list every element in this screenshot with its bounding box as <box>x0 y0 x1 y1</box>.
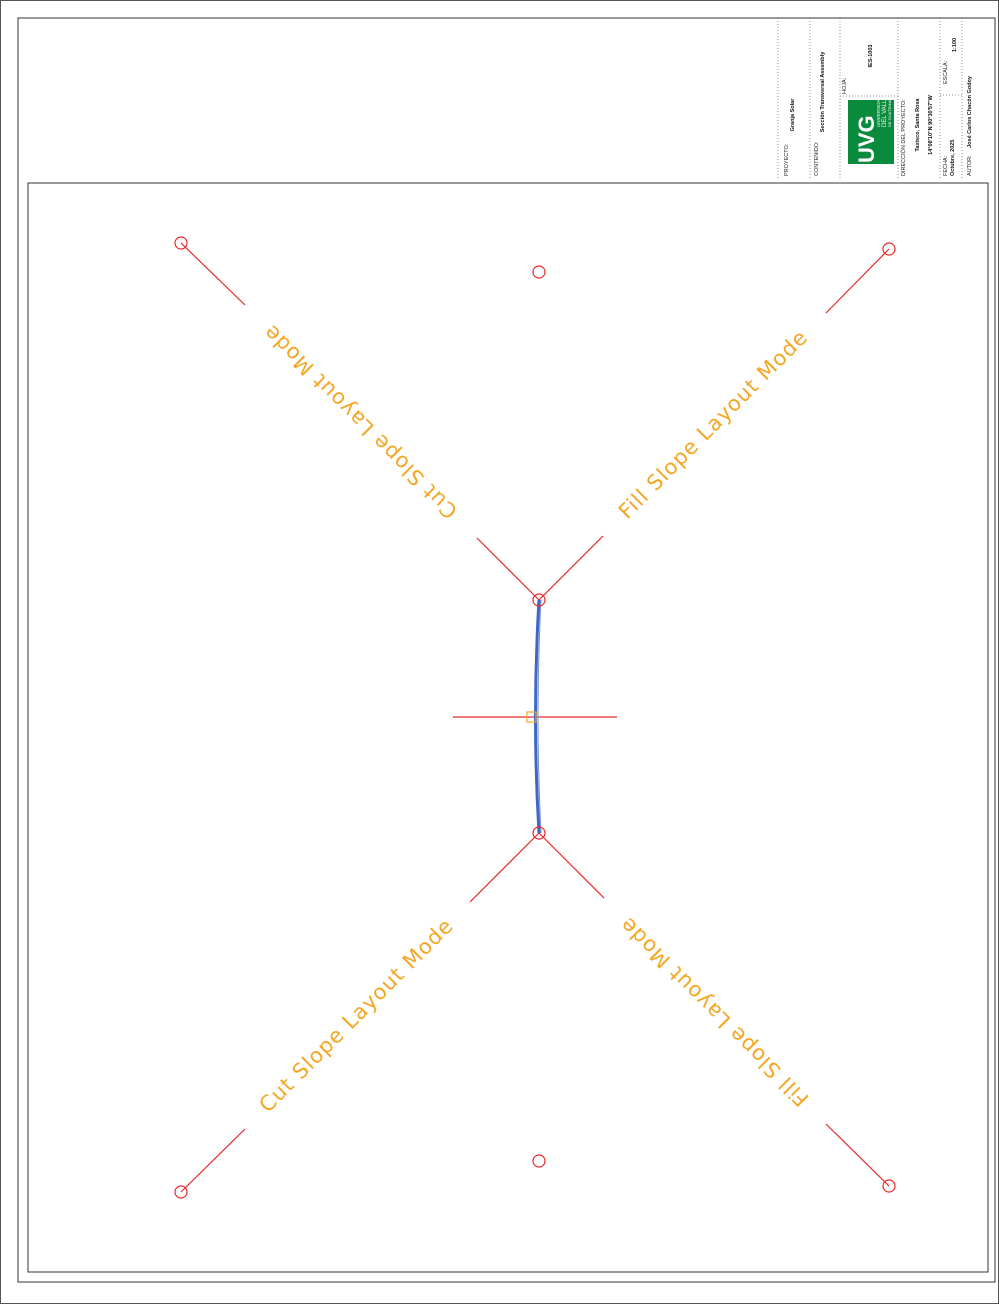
logo <box>848 100 894 164</box>
title-block: PROYECTO: Granja Solar CONTENIDO: Secció… <box>777 18 973 180</box>
slope-line <box>538 832 605 899</box>
value: 1:100 <box>952 38 958 52</box>
value: 14°08'10"N 90°30'57"W <box>928 94 934 154</box>
outer-frame <box>17 17 996 1283</box>
assembly-origin <box>526 711 537 723</box>
value: Octubre, 2025 <box>950 140 956 176</box>
value: Granja Solar <box>790 98 796 132</box>
subassembly-edge <box>537 599 542 834</box>
point <box>174 1185 188 1199</box>
logo-subtext: DEL VALLE <box>882 96 888 127</box>
point <box>532 265 546 279</box>
label: ESCALA: <box>943 60 949 84</box>
slope-line <box>476 537 540 601</box>
point <box>882 1179 896 1193</box>
label: CONTENIDO: <box>814 141 820 176</box>
point <box>174 236 188 250</box>
label: PROYECTO: <box>784 143 790 176</box>
point <box>532 826 546 840</box>
logo-text: UVG <box>854 115 879 163</box>
slope-line <box>825 1123 890 1187</box>
slope-line <box>825 248 890 314</box>
label: AUTOR: <box>967 155 973 176</box>
value: Sección Transversal Assembly <box>820 51 826 132</box>
logo-subtext: DE GUATEMALA <box>887 96 892 127</box>
value: José Carlos Chacón Godoy <box>967 75 973 148</box>
label: DIRECCIÓN DEL PROYECTO: <box>900 99 907 176</box>
value: IES-1003 <box>868 45 874 68</box>
slope-line <box>180 242 246 306</box>
label: HOJA: <box>842 77 848 94</box>
slope-line <box>469 832 540 903</box>
point <box>532 1154 546 1168</box>
slope-line <box>538 535 604 601</box>
logo-subtext: UNIVERSIDAD <box>876 95 881 127</box>
inner-frame <box>27 182 989 1273</box>
slope-line <box>180 1128 246 1193</box>
point <box>532 593 546 607</box>
point <box>882 242 896 256</box>
value: Taxisco, Santa Rosa <box>915 98 921 152</box>
label: FECHA: <box>943 155 949 176</box>
